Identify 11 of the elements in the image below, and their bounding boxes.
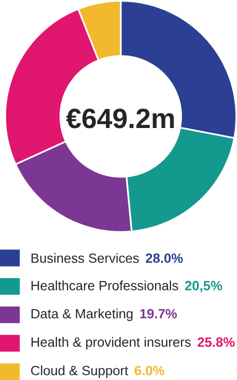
- legend-label: Business Services: [31, 253, 139, 263]
- legend-label: Health & provident insurers: [31, 337, 191, 350]
- data-label: 20,5%: [185, 280, 222, 292]
- legend-label: Data & Marketing: [31, 308, 132, 322]
- data-label: 19.7%: [140, 308, 177, 318]
- data-label: 25.8%: [198, 337, 235, 347]
- data-label: 6.0%: [134, 366, 164, 376]
- data-label: 28.0%: [146, 253, 183, 263]
- text: €649.2m: [66, 108, 174, 128]
- legend-label: Cloud & Support: [31, 365, 128, 378]
- legend-label: Healthcare Professionals: [31, 280, 178, 290]
